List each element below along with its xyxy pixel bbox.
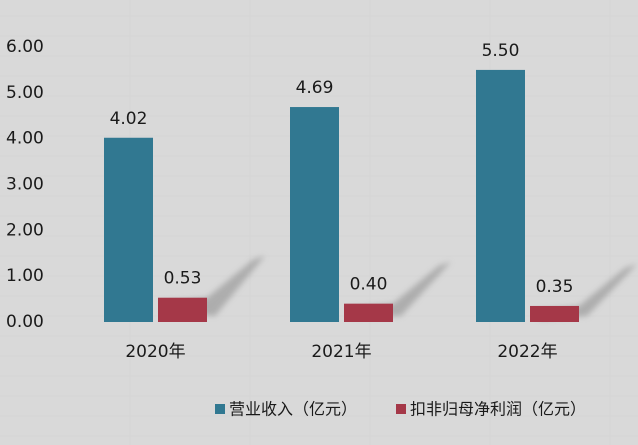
- legend-label-profit: 扣非归母净利润（亿元）: [410, 400, 586, 419]
- profit-bar: [530, 305, 579, 322]
- legend-label-revenue: 营业收入（亿元）: [229, 400, 357, 419]
- y-tick-label: 5.00: [6, 83, 44, 103]
- y-tick-label: 6.00: [6, 37, 44, 57]
- legend: 营业收入（亿元） 扣非归母净利润（亿元）: [215, 400, 586, 419]
- data-labels: 4.02 4.69 5.50 0.53 0.40 0.35: [110, 41, 574, 297]
- x-category-label: 2021年: [311, 342, 371, 362]
- data-label: 0.53: [164, 269, 202, 289]
- legend-swatch-revenue: [215, 404, 225, 414]
- data-label: 0.35: [536, 277, 574, 297]
- data-label: 0.40: [350, 275, 388, 295]
- y-tick-label: 0.00: [6, 312, 44, 332]
- category-labels: 2020年 2021年 2022年: [125, 342, 557, 362]
- x-category-label: 2022年: [497, 342, 557, 362]
- revenue-bar: [290, 107, 339, 323]
- profit-bar: [158, 297, 207, 322]
- y-tick-label: 3.00: [6, 175, 44, 195]
- revenue-bar: [104, 137, 153, 322]
- bars: [104, 69, 579, 323]
- y-tick-label: 1.00: [6, 266, 44, 286]
- profit-bar: [344, 303, 393, 322]
- data-label: 5.50: [482, 41, 520, 61]
- revenue-bar: [476, 69, 525, 323]
- y-tick-label: 2.00: [6, 220, 44, 240]
- data-label: 4.69: [296, 78, 334, 98]
- y-tick-label: 4.00: [6, 129, 44, 149]
- data-label: 4.02: [110, 109, 148, 129]
- legend-swatch-profit: [396, 404, 406, 414]
- x-category-label: 2020年: [125, 342, 185, 362]
- y-axis-ticks: 0.00 1.00 2.00 3.00 4.00 5.00 6.00: [6, 37, 44, 332]
